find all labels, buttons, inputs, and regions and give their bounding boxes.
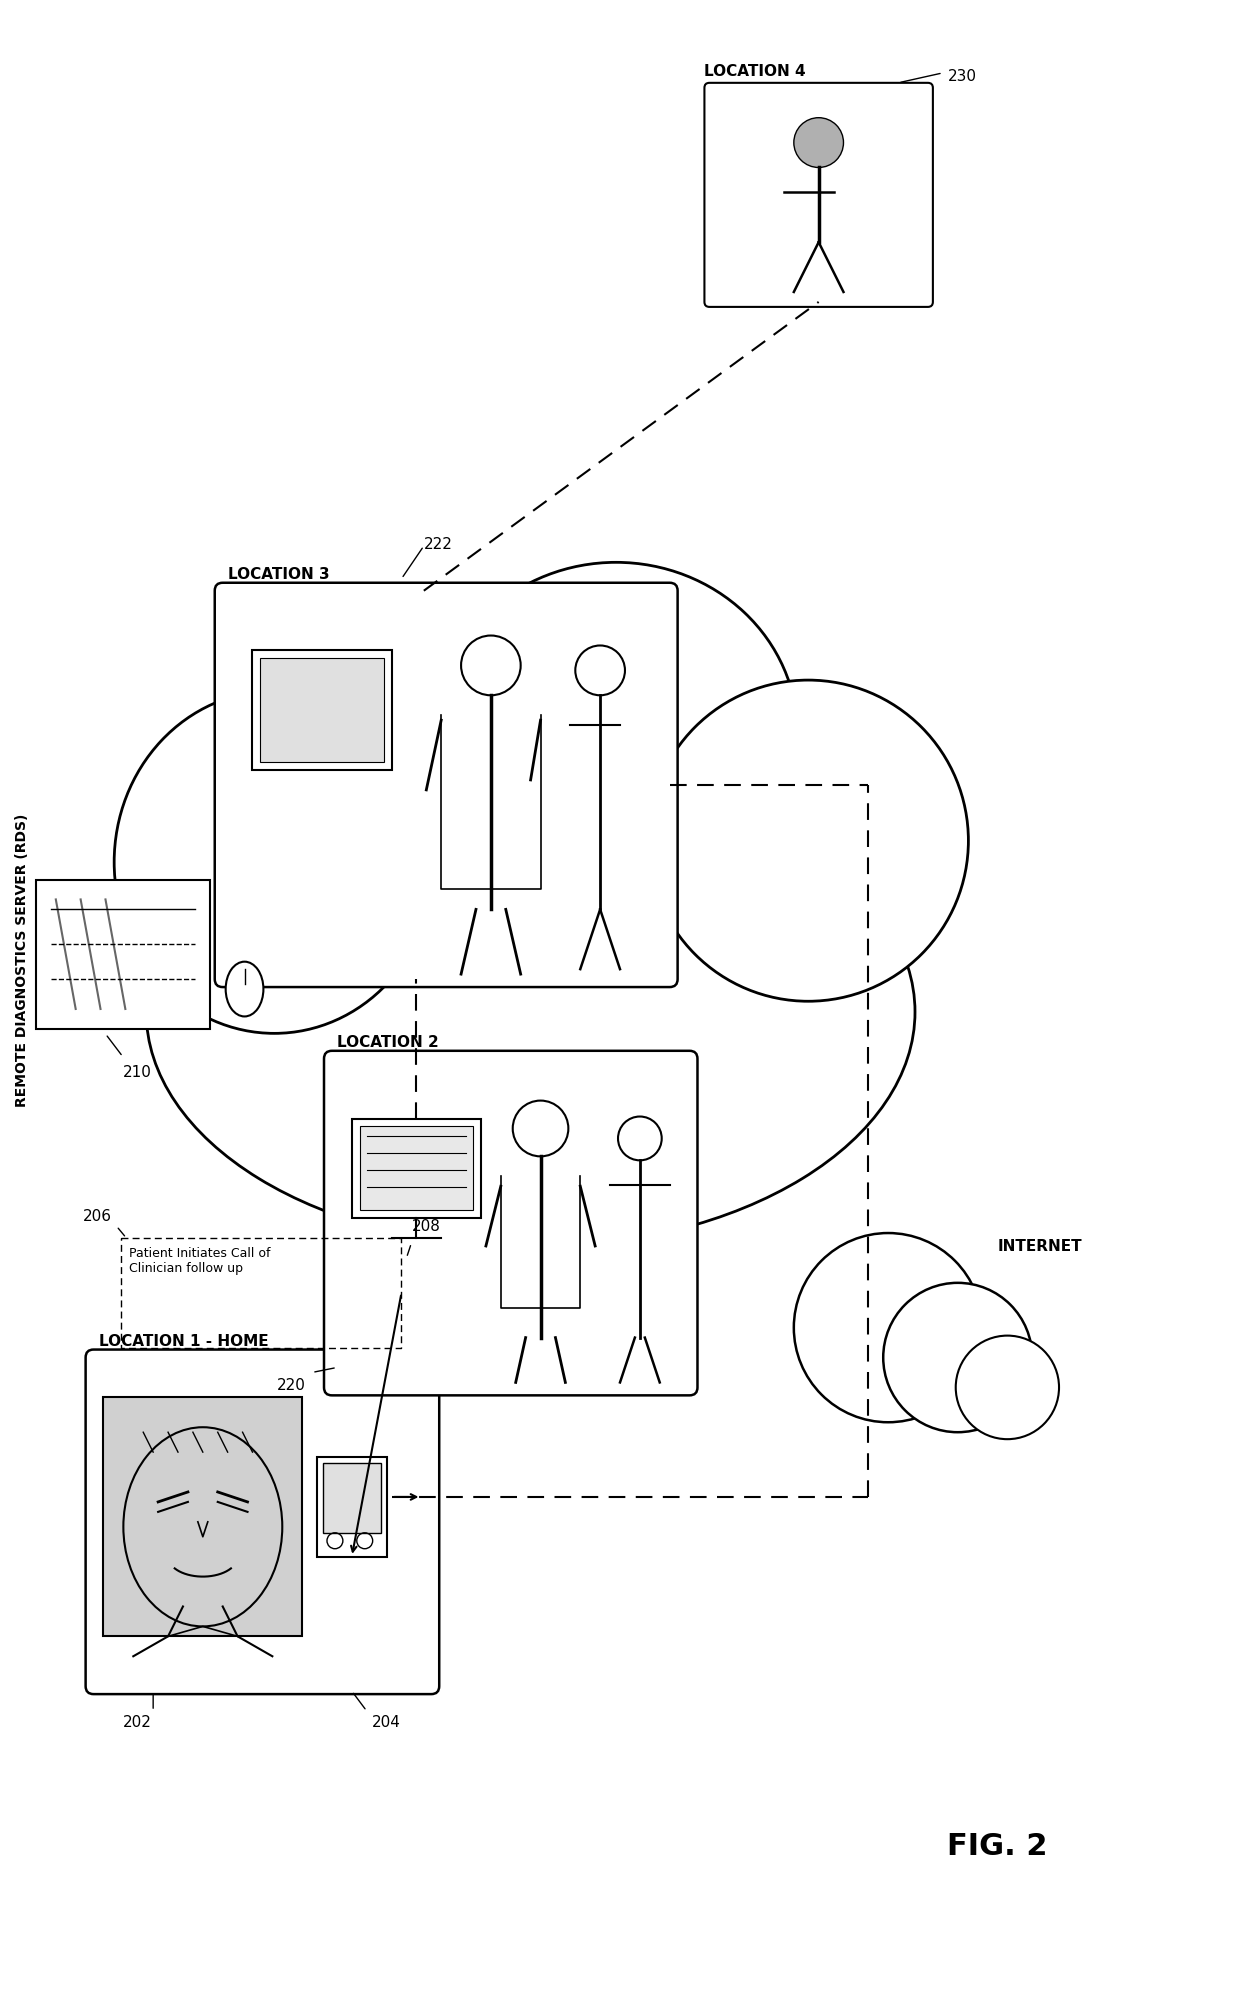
Ellipse shape <box>226 962 263 1017</box>
FancyBboxPatch shape <box>86 1349 439 1694</box>
Text: Patient Initiates Call of
Clinician follow up: Patient Initiates Call of Clinician foll… <box>129 1247 270 1275</box>
Ellipse shape <box>114 692 434 1035</box>
Circle shape <box>794 118 843 168</box>
Text: 202: 202 <box>123 1714 153 1728</box>
Bar <box>260 660 383 762</box>
Text: 210: 210 <box>123 1065 151 1079</box>
FancyBboxPatch shape <box>215 583 677 988</box>
Text: 204: 204 <box>372 1714 401 1728</box>
Text: LOCATION 4: LOCATION 4 <box>704 64 806 78</box>
Text: INTERNET: INTERNET <box>997 1239 1083 1253</box>
Ellipse shape <box>274 595 616 916</box>
Text: 220: 220 <box>278 1377 306 1393</box>
Bar <box>36 880 210 1029</box>
Ellipse shape <box>434 563 797 906</box>
Circle shape <box>794 1233 982 1422</box>
Ellipse shape <box>649 682 968 1002</box>
FancyBboxPatch shape <box>324 1051 697 1395</box>
Bar <box>360 1127 472 1211</box>
Text: 230: 230 <box>947 68 977 84</box>
Bar <box>317 1458 387 1558</box>
Circle shape <box>883 1283 1032 1432</box>
FancyBboxPatch shape <box>704 84 932 307</box>
Text: 208: 208 <box>412 1219 440 1233</box>
Text: 206: 206 <box>82 1209 112 1223</box>
Text: LOCATION 1 - HOME: LOCATION 1 - HOME <box>98 1333 268 1347</box>
Text: FIG. 2: FIG. 2 <box>947 1831 1048 1861</box>
Text: LOCATION 2: LOCATION 2 <box>337 1035 439 1049</box>
Text: REMOTE DIAGNOSTICS SERVER (RDS): REMOTE DIAGNOSTICS SERVER (RDS) <box>15 814 29 1107</box>
Bar <box>322 1464 381 1534</box>
Bar <box>352 1119 481 1219</box>
Ellipse shape <box>146 778 915 1247</box>
Text: 222: 222 <box>424 537 453 551</box>
Bar <box>103 1397 303 1636</box>
Text: LOCATION 3: LOCATION 3 <box>228 567 330 581</box>
Circle shape <box>956 1335 1059 1440</box>
Bar <box>253 652 392 770</box>
